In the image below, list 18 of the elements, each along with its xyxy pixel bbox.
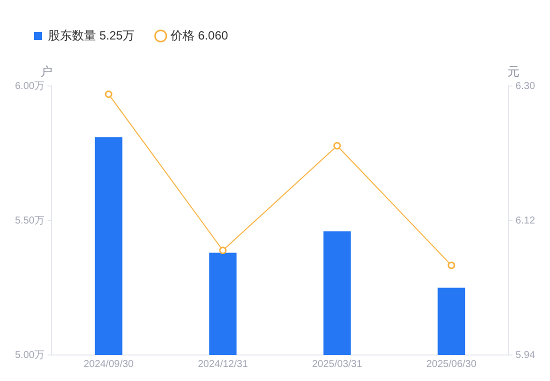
y-axis-title: 户 <box>40 64 52 78</box>
point <box>219 246 227 254</box>
point <box>448 262 456 270</box>
y2-tick-label: 5.94 <box>516 350 536 361</box>
y2-tick-label: 6.12 <box>516 215 536 226</box>
y-tick-label: 6.00万 <box>14 80 44 92</box>
point <box>104 90 112 98</box>
point <box>333 142 341 150</box>
y-tick-label: 5.00万 <box>14 350 44 361</box>
legend-label: 价格 6.060 <box>170 28 228 42</box>
x-tick-label: 2025/03/31 <box>312 358 363 370</box>
legend-label: 股东数量 5.25万 <box>48 28 135 42</box>
x-tick-label: 2024/12/31 <box>198 358 248 370</box>
y2-axis-title: 元 <box>508 64 520 78</box>
y-tick-label: 5.50万 <box>14 215 44 226</box>
x-tick-label: 2024/09/30 <box>84 358 134 370</box>
y2-tick-label: 6.30 <box>516 80 536 92</box>
x-tick-label: 2025/06/30 <box>426 358 477 370</box>
